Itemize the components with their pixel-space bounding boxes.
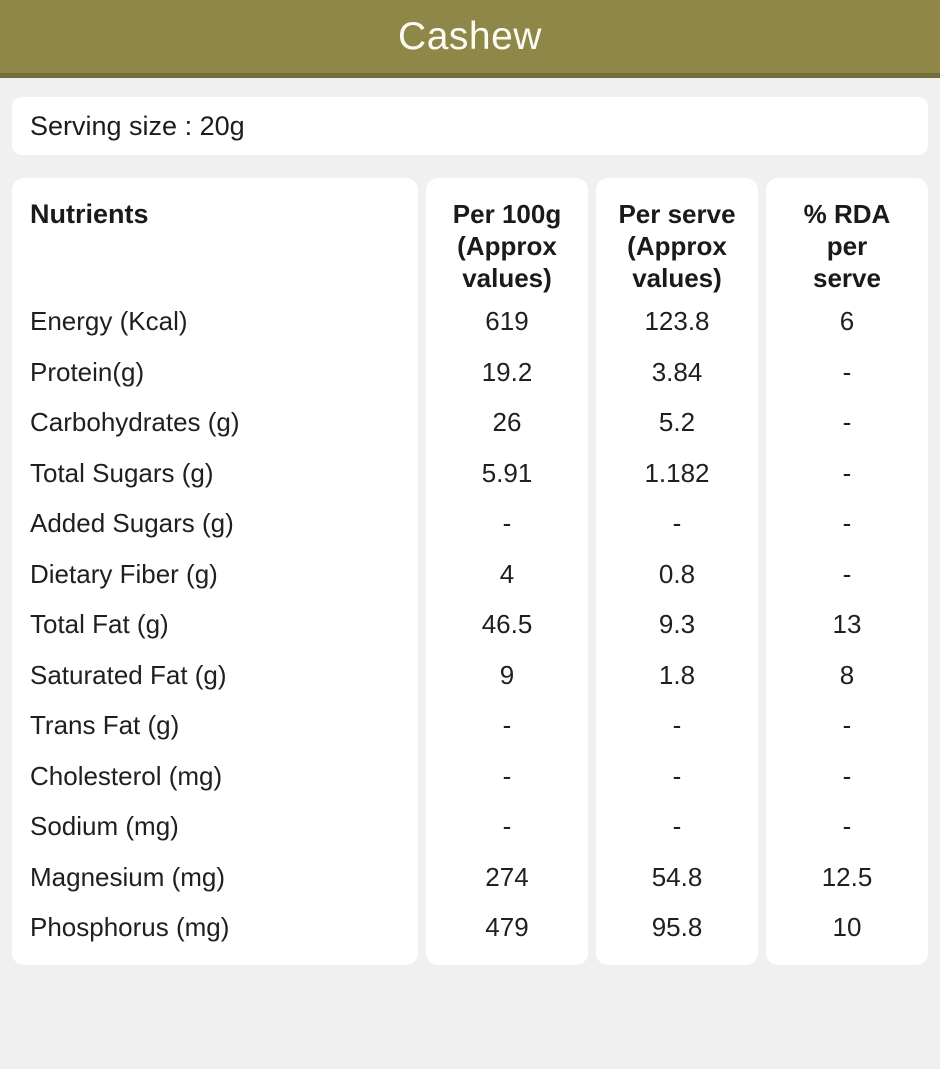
per-100g-value: 619 <box>485 306 529 336</box>
nutrient-label: Energy (Kcal) <box>30 306 188 336</box>
rda-value: - <box>842 407 852 437</box>
per-serve-value: - <box>672 710 682 740</box>
per-100g-column: Per 100g (Approx values) 619 19.2 26 5.9… <box>426 178 588 965</box>
per-serve-value: 123.8 <box>644 306 710 336</box>
per-100g-value: - <box>502 760 512 791</box>
per-100g-value: 26 <box>492 407 522 437</box>
rda-column: % RDA per serve 6 - - - - - 13 8 - - - 1… <box>766 178 928 965</box>
rda-value: - <box>842 760 852 791</box>
nutrient-label: Protein(g) <box>30 356 145 387</box>
rda-value: - <box>842 710 852 740</box>
column-header-rda: % RDA per serve <box>803 199 891 293</box>
column-header-per-100g: Per 100g (Approx values) <box>452 199 562 293</box>
app-header: Cashew <box>0 0 940 78</box>
rda-value: - <box>842 508 852 538</box>
rda-value: - <box>842 558 852 589</box>
nutrients-column: Nutrients Energy (Kcal) Protein(g) Carbo… <box>12 178 418 965</box>
nutrient-label: Saturated Fat (g) <box>30 659 227 690</box>
rda-value: 6 <box>839 306 855 336</box>
per-serve-value: 5.2 <box>658 407 696 437</box>
rda-value: - <box>842 811 852 841</box>
per-100g-value: 4 <box>499 558 515 589</box>
per-serve-value: - <box>672 760 682 791</box>
per-100g-value: 5.91 <box>481 457 533 488</box>
per-100g-value: - <box>502 811 512 841</box>
per-serve-value: - <box>672 508 682 538</box>
nutrient-label: Added Sugars (g) <box>30 508 234 538</box>
nutrient-label: Trans Fat (g) <box>30 710 180 740</box>
per-serve-value: 9.3 <box>658 609 696 639</box>
per-serve-value: 1.8 <box>658 659 696 690</box>
per-100g-value: - <box>502 508 512 538</box>
per-100g-value: 479 <box>485 912 529 942</box>
per-serve-value: 3.84 <box>651 356 703 387</box>
nutrient-label: Total Fat (g) <box>30 609 169 639</box>
nutrient-label: Magnesium (mg) <box>30 861 226 892</box>
page-title: Cashew <box>398 14 542 58</box>
per-serve-value: - <box>672 811 682 841</box>
rda-value: - <box>842 457 852 488</box>
per-100g-value: 46.5 <box>481 609 533 639</box>
rda-value: 8 <box>839 659 855 690</box>
rda-value: - <box>842 356 852 387</box>
per-serve-column: Per serve (Approx values) 123.8 3.84 5.2… <box>596 178 758 965</box>
rda-value: 12.5 <box>821 861 873 892</box>
column-header-nutrients: Nutrients <box>30 199 149 229</box>
per-100g-value: 274 <box>485 861 529 892</box>
rda-value: 10 <box>832 912 862 942</box>
per-100g-value: - <box>502 710 512 740</box>
per-serve-value: 54.8 <box>651 861 703 892</box>
nutrient-label: Total Sugars (g) <box>30 457 214 488</box>
nutrient-label: Dietary Fiber (g) <box>30 558 218 589</box>
per-serve-value: 1.182 <box>644 457 710 488</box>
rda-value: 13 <box>832 609 862 639</box>
nutrient-label: Sodium (mg) <box>30 811 179 841</box>
per-100g-value: 9 <box>499 659 515 690</box>
nutrient-label: Carbohydrates (g) <box>30 407 240 437</box>
nutrient-label: Cholesterol (mg) <box>30 760 223 791</box>
nutrition-table: Nutrients Energy (Kcal) Protein(g) Carbo… <box>12 178 928 965</box>
serving-size-card: Serving size : 20g <box>12 97 928 155</box>
nutrient-label: Phosphorus (mg) <box>30 912 230 942</box>
per-serve-value: 0.8 <box>658 558 696 589</box>
column-header-per-serve: Per serve (Approx values) <box>618 199 736 293</box>
serving-size-label: Serving size : 20g <box>30 110 245 141</box>
per-100g-value: 19.2 <box>481 356 533 387</box>
per-serve-value: 95.8 <box>651 912 703 942</box>
